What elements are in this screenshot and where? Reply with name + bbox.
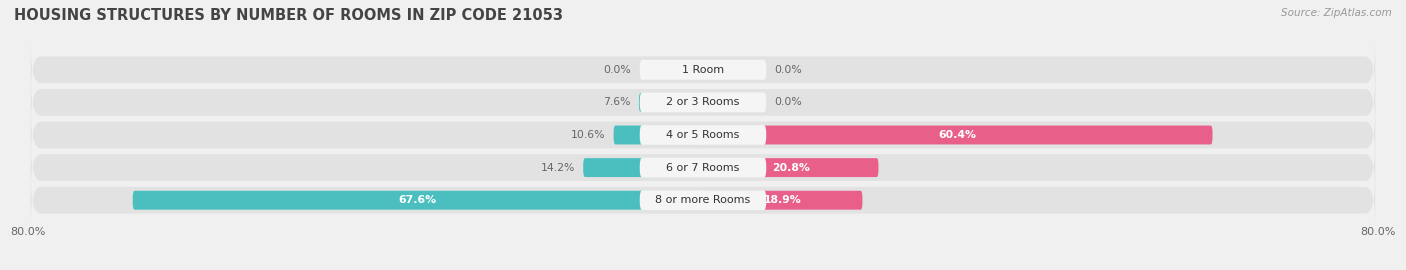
Text: HOUSING STRUCTURES BY NUMBER OF ROOMS IN ZIP CODE 21053: HOUSING STRUCTURES BY NUMBER OF ROOMS IN… bbox=[14, 8, 562, 23]
FancyBboxPatch shape bbox=[31, 109, 1375, 161]
Text: 18.9%: 18.9% bbox=[763, 195, 801, 205]
FancyBboxPatch shape bbox=[132, 191, 703, 210]
Text: 1 Room: 1 Room bbox=[682, 65, 724, 75]
Text: 6 or 7 Rooms: 6 or 7 Rooms bbox=[666, 163, 740, 173]
Text: 2 or 3 Rooms: 2 or 3 Rooms bbox=[666, 97, 740, 107]
FancyBboxPatch shape bbox=[703, 158, 879, 177]
FancyBboxPatch shape bbox=[640, 158, 766, 178]
FancyBboxPatch shape bbox=[638, 93, 703, 112]
Text: 7.6%: 7.6% bbox=[603, 97, 630, 107]
FancyBboxPatch shape bbox=[613, 126, 703, 144]
Text: 0.0%: 0.0% bbox=[775, 65, 803, 75]
FancyBboxPatch shape bbox=[583, 158, 703, 177]
Text: 4 or 5 Rooms: 4 or 5 Rooms bbox=[666, 130, 740, 140]
Text: 14.2%: 14.2% bbox=[540, 163, 575, 173]
FancyBboxPatch shape bbox=[703, 191, 862, 210]
FancyBboxPatch shape bbox=[640, 60, 766, 80]
FancyBboxPatch shape bbox=[31, 44, 1375, 96]
FancyBboxPatch shape bbox=[31, 77, 1375, 128]
FancyBboxPatch shape bbox=[703, 126, 1212, 144]
FancyBboxPatch shape bbox=[640, 92, 766, 112]
Text: 0.0%: 0.0% bbox=[603, 65, 631, 75]
Text: 10.6%: 10.6% bbox=[571, 130, 605, 140]
Text: 20.8%: 20.8% bbox=[772, 163, 810, 173]
Text: 8 or more Rooms: 8 or more Rooms bbox=[655, 195, 751, 205]
Text: 0.0%: 0.0% bbox=[775, 97, 803, 107]
FancyBboxPatch shape bbox=[640, 190, 766, 210]
Text: 67.6%: 67.6% bbox=[399, 195, 437, 205]
FancyBboxPatch shape bbox=[31, 174, 1375, 226]
FancyBboxPatch shape bbox=[640, 125, 766, 145]
Text: Source: ZipAtlas.com: Source: ZipAtlas.com bbox=[1281, 8, 1392, 18]
Text: 60.4%: 60.4% bbox=[939, 130, 977, 140]
FancyBboxPatch shape bbox=[31, 142, 1375, 193]
